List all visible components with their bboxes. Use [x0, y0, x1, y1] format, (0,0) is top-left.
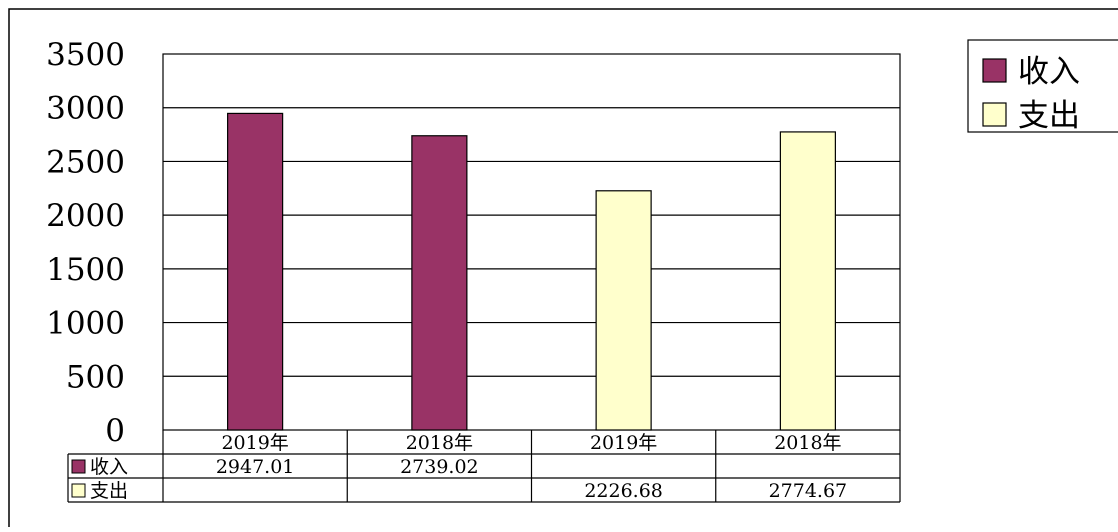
bar-expense [779, 131, 836, 431]
y-tick-label: 0 [105, 413, 125, 449]
table-legend-key [71, 459, 86, 474]
y-tick-label: 1000 [46, 306, 125, 342]
y-tick-label: 2500 [46, 144, 125, 180]
gridlines [163, 107, 900, 377]
bars [227, 112, 836, 431]
bar-income [227, 112, 284, 431]
y-tick-label: 1500 [46, 252, 125, 288]
bar-expense [595, 190, 652, 431]
legend-key [982, 58, 1007, 83]
table-value: 2226.68 [584, 480, 663, 502]
y-axis-tick-labels: 0 500 1000 1500 2000 2500 3000 3500 [46, 37, 125, 449]
y-tick-label: 2000 [46, 198, 125, 234]
y-tick-label: 3000 [46, 91, 125, 127]
legend-key [982, 102, 1007, 127]
legend-label: 支出 [1018, 98, 1080, 134]
y-tick-label: 3500 [46, 37, 125, 73]
table-value: 2739.02 [400, 456, 479, 478]
plot-area [162, 53, 901, 431]
table-legend-key [71, 483, 86, 498]
bar-income [411, 135, 468, 431]
category-label: 2018年 [774, 432, 841, 454]
table-series-name: 收入 [90, 456, 128, 478]
category-label: 2019年 [221, 432, 288, 454]
category-label: 2018年 [406, 432, 473, 454]
table-series-name: 支出 [90, 480, 128, 502]
category-label: 2019年 [590, 432, 657, 454]
table-value: 2774.67 [769, 480, 848, 502]
table-value: 2947.01 [216, 456, 295, 478]
legend-label: 收入 [1018, 54, 1080, 90]
y-tick-label: 500 [66, 359, 125, 395]
